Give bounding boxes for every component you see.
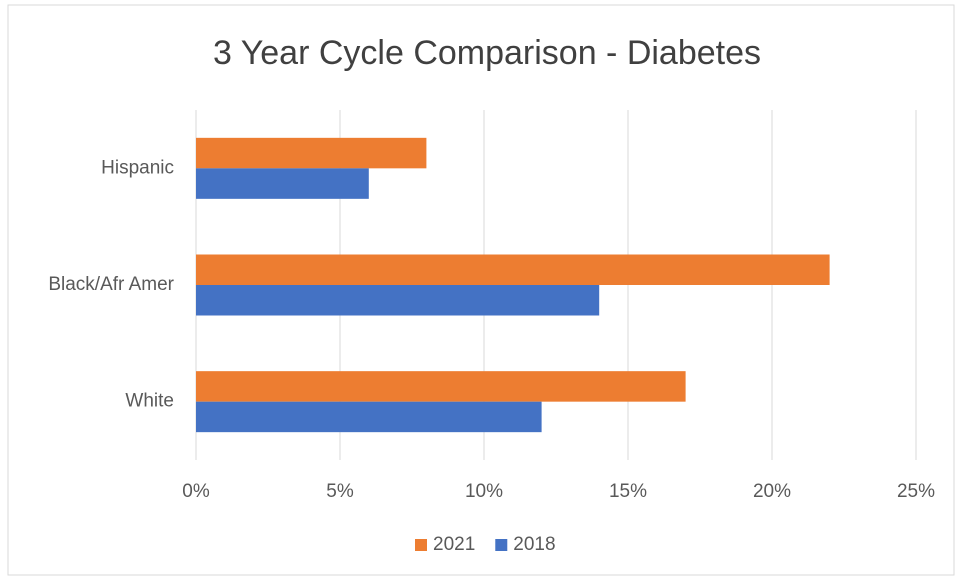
y-tick-label: White xyxy=(125,391,174,412)
bar xyxy=(196,254,830,285)
legend-swatch xyxy=(495,539,508,551)
y-tick-label: Black/Afr Amer xyxy=(48,274,174,295)
x-tick-label: 25% xyxy=(897,481,935,502)
bar xyxy=(196,371,686,402)
y-tick-label: Hispanic xyxy=(101,157,174,178)
legend-label: 2021 xyxy=(433,534,475,555)
x-tick-label: 10% xyxy=(465,481,503,502)
x-tick-label: 5% xyxy=(326,481,354,502)
bar xyxy=(196,168,369,199)
legend-swatch xyxy=(415,539,427,551)
bar xyxy=(196,285,600,316)
x-tick-label: 0% xyxy=(182,481,210,502)
x-tick-label: 20% xyxy=(753,481,791,502)
bar xyxy=(196,137,427,169)
legend-label: 2018 xyxy=(513,534,555,555)
bar xyxy=(196,401,542,433)
chart-title: 3 Year Cycle Comparison - Diabetes xyxy=(213,34,761,72)
x-tick-label: 15% xyxy=(609,481,647,502)
